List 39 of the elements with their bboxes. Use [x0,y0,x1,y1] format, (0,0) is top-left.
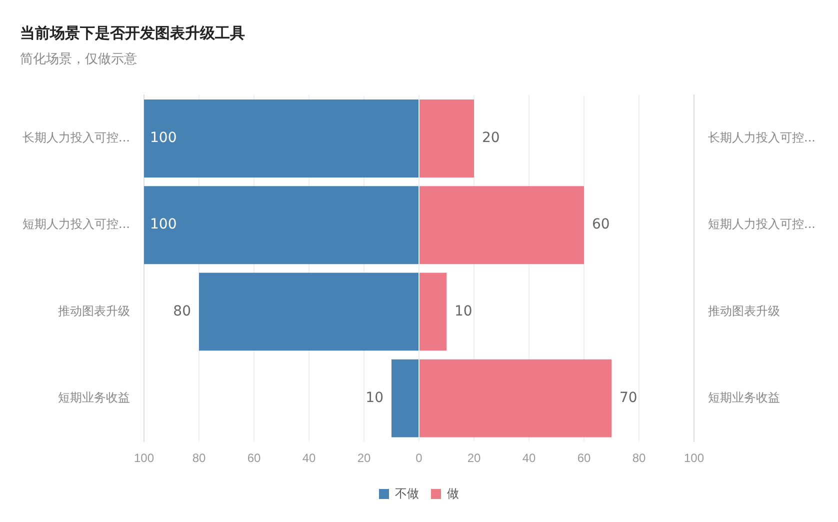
x-tick-label: 60 [577,451,591,466]
bar [199,272,418,351]
data-label: 100 [150,216,177,233]
category-label: 推动图表升级 [708,304,780,318]
category-label: 长期人力投入可控... [708,130,816,145]
x-tick-label: 40 [302,451,316,466]
category-label: 短期业务收益 [708,390,780,404]
y-tick-label: 短期业务收益 [58,390,130,404]
y-tick-label: 推动图表升级 [58,304,130,318]
bar [420,359,612,438]
data-label: 70 [620,390,638,406]
y-tick-label: 长期人力投入可控... [22,130,130,145]
chart-title: 当前场景下是否开发图表升级工具 [20,24,245,43]
x-tick-label: 40 [522,451,536,466]
category-label: 短期人力投入可控... [708,217,816,232]
bar [392,359,418,438]
x-tick-label: 100 [684,451,704,466]
legend-label: 不做 [395,486,419,500]
bar [420,100,474,178]
bar [144,186,418,264]
bar [420,272,446,351]
data-label: 10 [454,303,472,320]
x-tick-label: 100 [134,451,154,466]
data-label: 100 [150,130,177,146]
bar [420,186,584,264]
data-label: 60 [592,216,610,233]
x-tick-label: 20 [357,451,371,466]
data-label: 20 [482,130,500,146]
data-label: 80 [173,303,191,320]
data-label: 10 [366,390,384,406]
bar [144,100,418,178]
y-tick-label: 短期人力投入可控... [22,217,130,232]
legend-label: 做 [447,486,459,500]
chart-subtitle: 简化场景，仅做示意 [20,51,137,68]
x-tick-label: 0 [416,451,423,466]
x-tick-label: 60 [247,451,261,466]
x-tick-label: 20 [467,451,481,466]
x-tick-label: 80 [632,451,646,466]
x-tick-label: 80 [192,451,206,466]
